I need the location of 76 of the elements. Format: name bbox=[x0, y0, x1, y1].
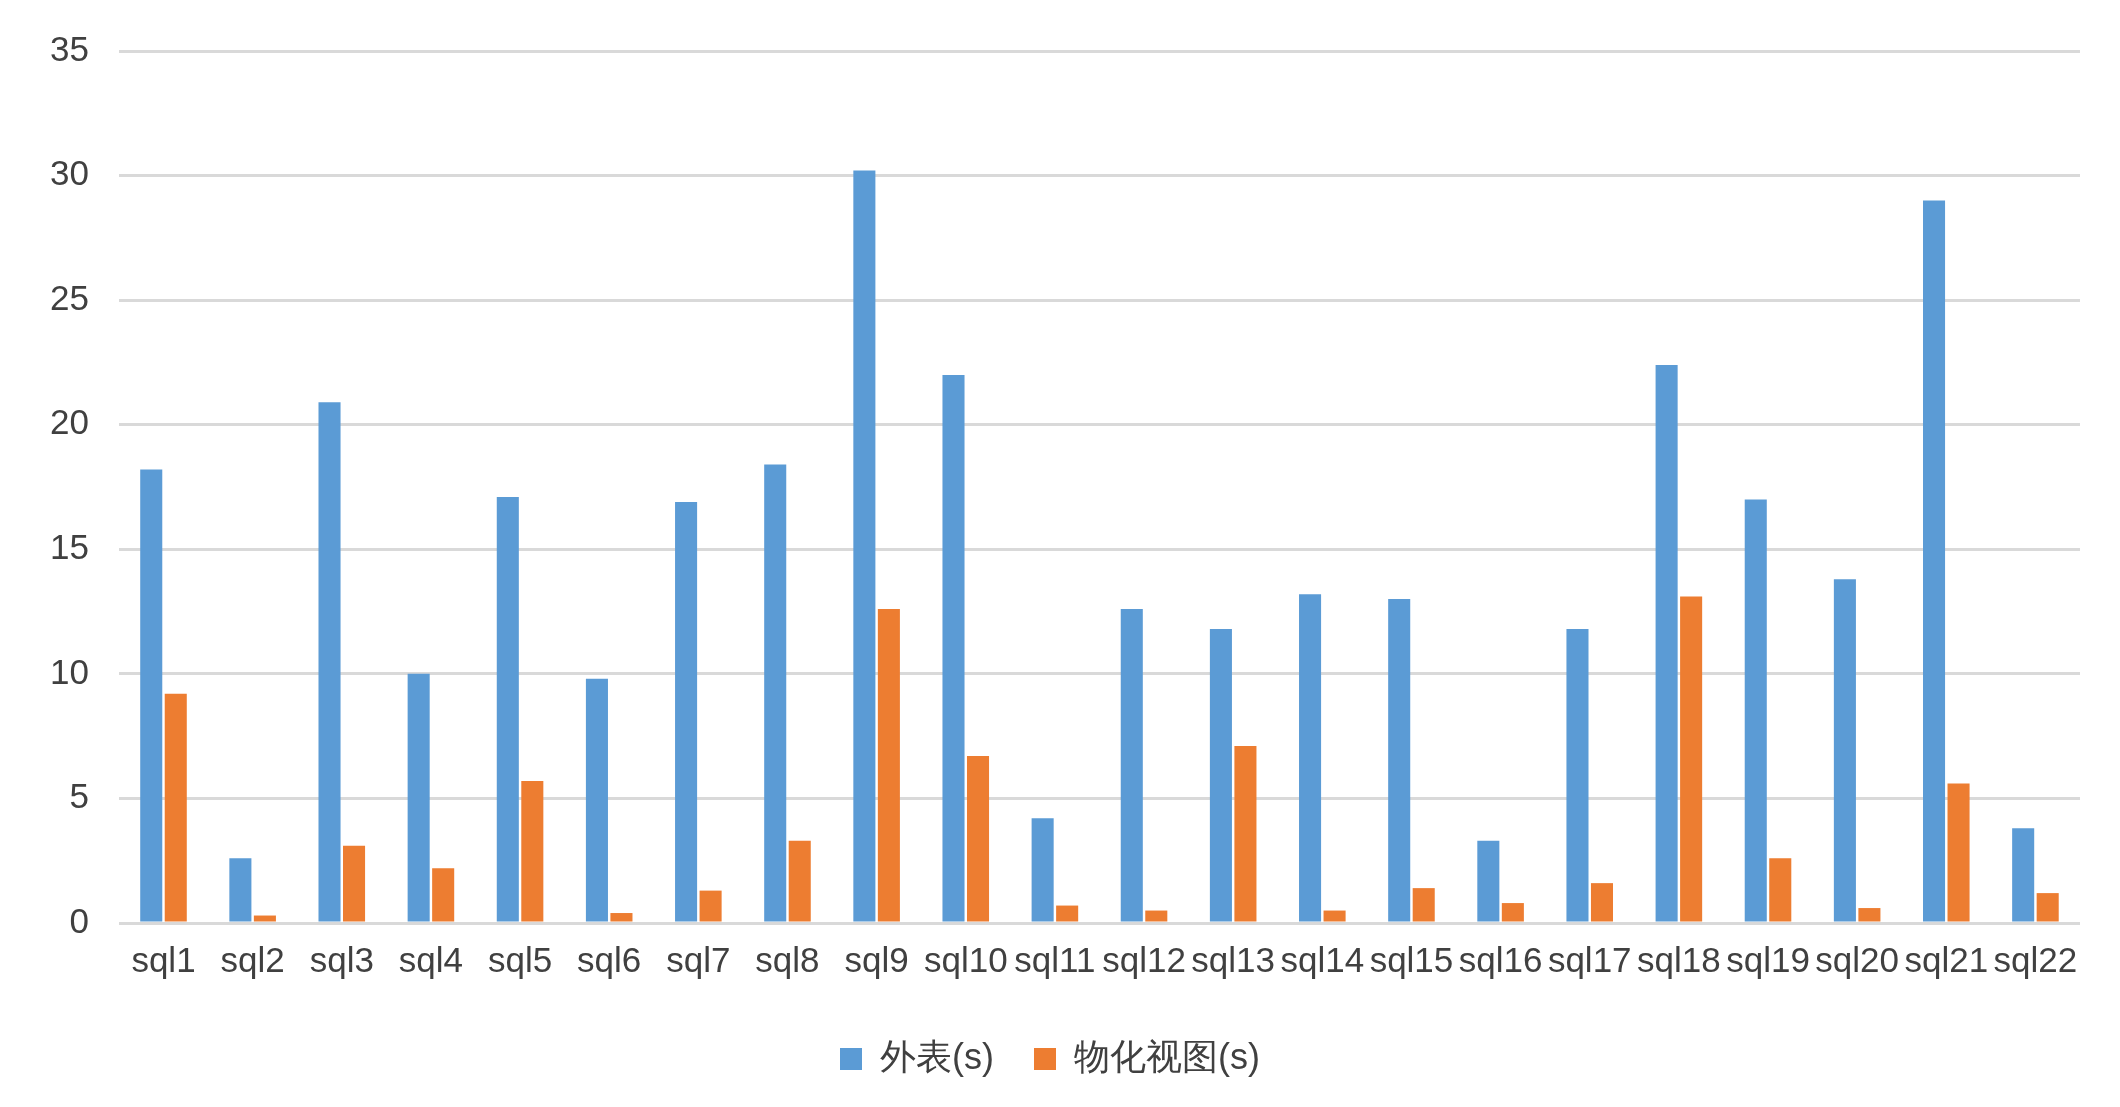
bar bbox=[877, 609, 900, 922]
bar bbox=[253, 915, 276, 922]
bar bbox=[1566, 629, 1589, 922]
bar bbox=[942, 374, 965, 922]
bar bbox=[966, 756, 990, 922]
bar bbox=[1833, 579, 1856, 922]
bar bbox=[585, 678, 608, 922]
y-tick-label: 35 bbox=[49, 28, 89, 68]
y-tick-label: 0 bbox=[69, 900, 89, 940]
bar bbox=[1031, 818, 1054, 922]
bar bbox=[1412, 888, 1435, 922]
bar bbox=[2012, 828, 2035, 922]
x-tick-label: sql13 bbox=[1191, 939, 1276, 979]
bar bbox=[1120, 609, 1143, 922]
bar bbox=[1145, 910, 1168, 922]
x-tick-label: sql11 bbox=[1014, 939, 1096, 979]
bar bbox=[853, 170, 876, 922]
bar bbox=[432, 868, 455, 922]
bar bbox=[1680, 596, 1703, 922]
x-tick-label: sql1 bbox=[131, 939, 196, 979]
bar bbox=[1234, 746, 1257, 922]
x-tick-label: sql6 bbox=[577, 939, 642, 979]
bar bbox=[343, 845, 366, 922]
y-tick-label: 15 bbox=[49, 526, 89, 566]
x-tick-label: sql18 bbox=[1637, 939, 1721, 979]
x-tick-label: sql21 bbox=[1904, 939, 1989, 979]
bar bbox=[1769, 858, 1792, 922]
bar bbox=[1056, 905, 1079, 922]
bar bbox=[318, 402, 341, 922]
bar bbox=[1590, 883, 1614, 922]
bar bbox=[1388, 599, 1411, 922]
x-tick-label: sql2 bbox=[220, 939, 285, 979]
bar bbox=[496, 496, 519, 922]
x-tick-label: sql7 bbox=[666, 939, 731, 979]
x-tick-label: sql19 bbox=[1726, 939, 1810, 979]
bar bbox=[699, 890, 722, 922]
x-tick-label: sql20 bbox=[1815, 939, 1899, 979]
bar bbox=[229, 858, 252, 922]
bar bbox=[1858, 908, 1881, 922]
bar bbox=[1947, 783, 1970, 922]
bar bbox=[788, 840, 811, 922]
x-tick-label: sql5 bbox=[487, 939, 553, 979]
bar bbox=[1477, 840, 1500, 922]
x-tick-label: sql15 bbox=[1369, 939, 1454, 979]
bar bbox=[164, 693, 187, 922]
x-tick-label: sql12 bbox=[1102, 939, 1186, 979]
y-tick-label: 20 bbox=[49, 402, 89, 442]
bar bbox=[140, 469, 163, 922]
x-tick-label: sql10 bbox=[923, 939, 1008, 979]
bar bbox=[407, 673, 430, 922]
x-tick-label: sql22 bbox=[1993, 939, 2078, 979]
y-tick-label: 10 bbox=[49, 651, 89, 691]
x-tick-label: sql3 bbox=[309, 939, 374, 979]
bar bbox=[2036, 893, 2059, 922]
x-tick-label: sql16 bbox=[1458, 939, 1543, 979]
y-tick-label: 30 bbox=[49, 153, 89, 193]
x-tick-label: sql17 bbox=[1547, 939, 1632, 979]
bar bbox=[1923, 200, 1946, 922]
bar bbox=[764, 464, 787, 922]
x-tick-label: sql9 bbox=[844, 939, 909, 979]
bar bbox=[610, 913, 633, 922]
legend-label: 外表(s) bbox=[880, 1035, 995, 1077]
x-tick-label: sql8 bbox=[755, 939, 820, 979]
bar bbox=[675, 501, 698, 922]
bar bbox=[1744, 499, 1767, 922]
legend-label: 物化视图(s) bbox=[1074, 1035, 1260, 1077]
bar bbox=[1501, 903, 1524, 922]
bar bbox=[1655, 364, 1678, 922]
bar bbox=[1299, 594, 1322, 922]
bar bbox=[521, 780, 544, 922]
y-tick-label: 5 bbox=[69, 776, 89, 816]
bar bbox=[1323, 910, 1346, 922]
x-tick-label: sql14 bbox=[1280, 939, 1365, 979]
bar bbox=[1209, 629, 1232, 922]
y-tick-label: 25 bbox=[49, 277, 89, 317]
x-tick-label: sql4 bbox=[398, 939, 464, 979]
